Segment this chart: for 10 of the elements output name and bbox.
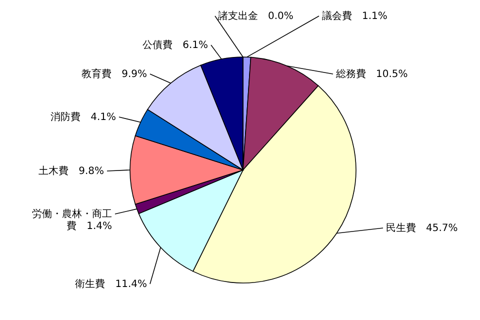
slice-label: 公債費 6.1% <box>142 39 208 51</box>
slice-label: 総務費 10.5% <box>335 68 408 80</box>
slice-label: 民生費 45.7% <box>386 222 458 234</box>
slice-label: 教育費 9.9% <box>82 68 147 80</box>
slice-label: 消防費 4.1% <box>50 111 116 123</box>
slice-label: 労働・農林・商工費 1.4% <box>32 208 112 232</box>
category-label: 諸支出金 0.0% <box>218 11 294 22</box>
slice-label: 土木費 9.8% <box>38 165 104 177</box>
slice-label: 議会費 1.1% <box>322 10 388 22</box>
slice-label: 衛生費 11.4% <box>75 278 147 290</box>
